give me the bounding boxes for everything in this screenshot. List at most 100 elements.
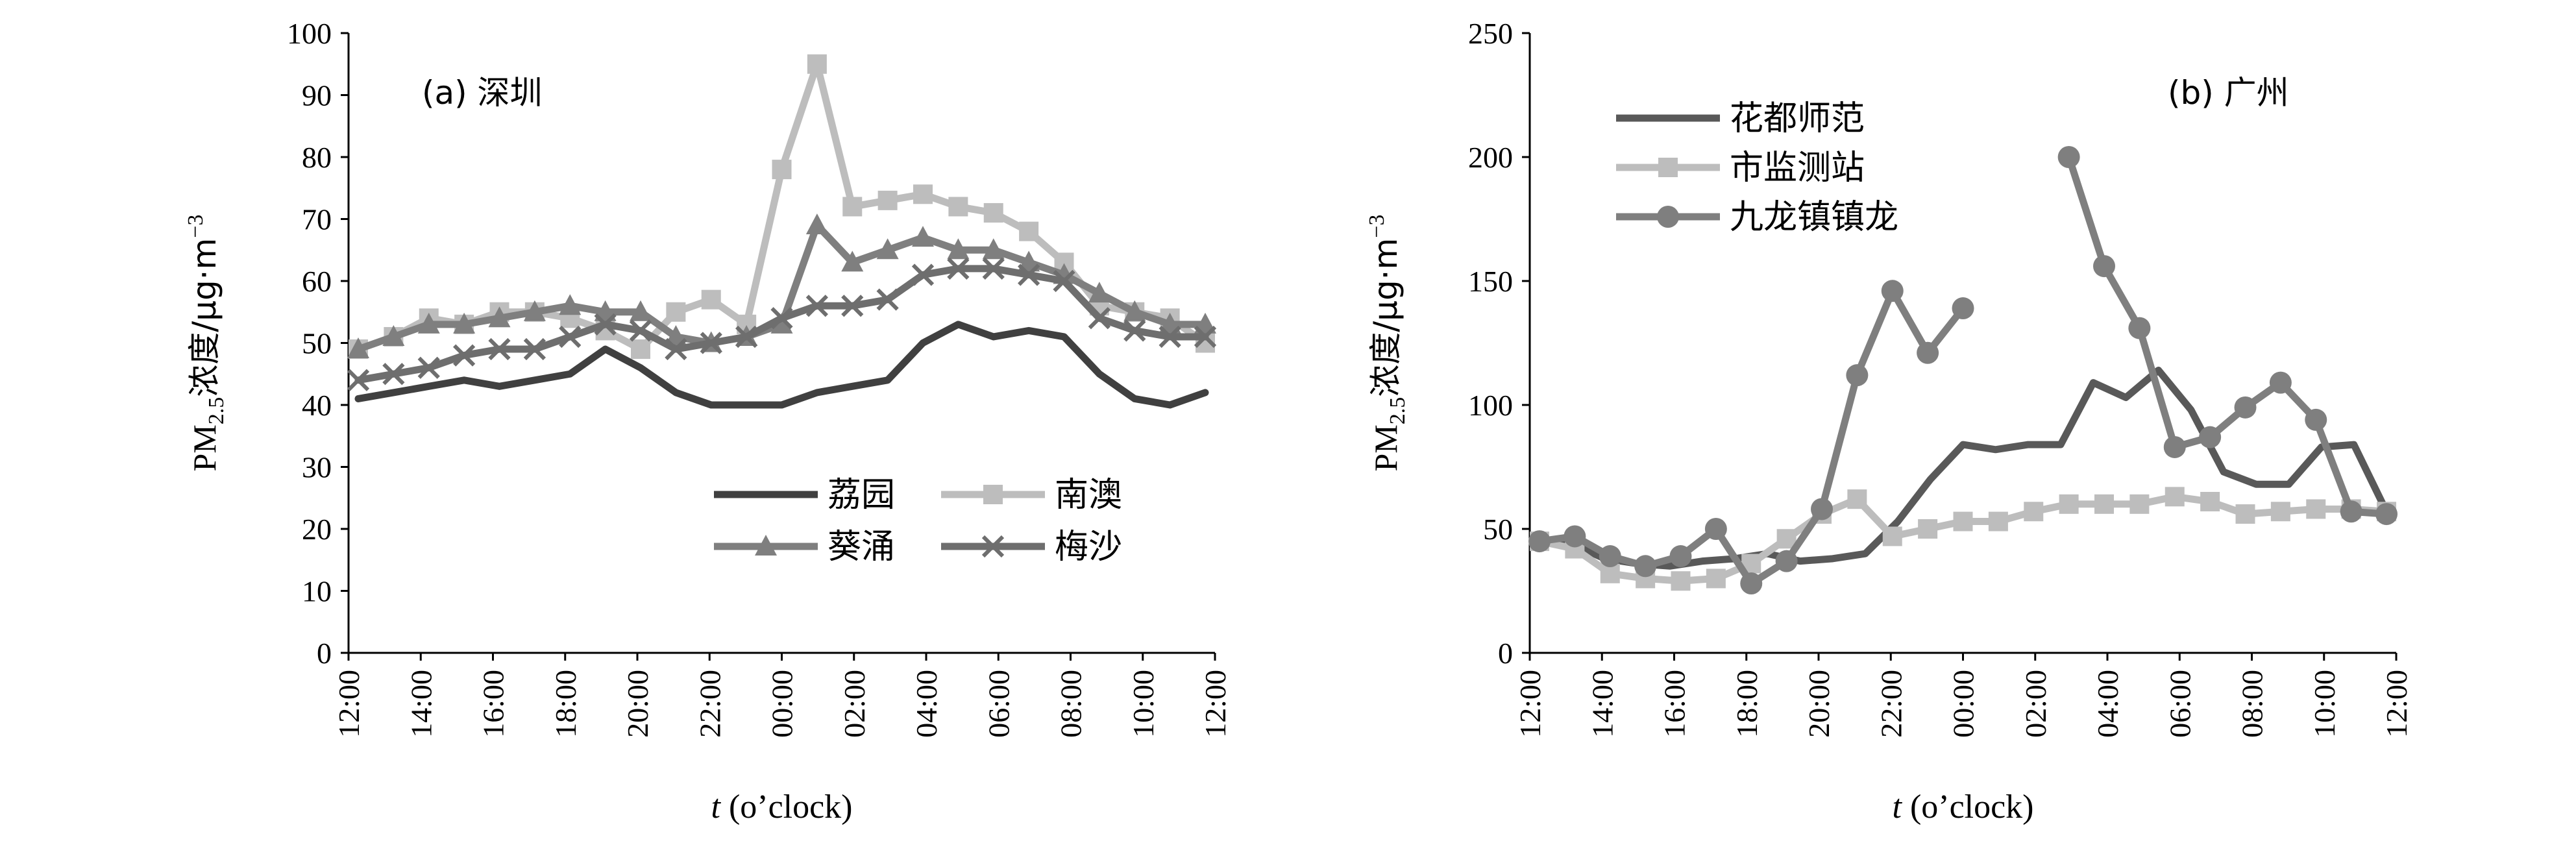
x-tick-label: 14:00 bbox=[404, 670, 437, 738]
data-point-1-22 bbox=[2306, 499, 2326, 519]
data-point-2-14 bbox=[841, 250, 864, 272]
legend-marker-2 bbox=[1657, 206, 1679, 228]
data-point-3-6 bbox=[559, 325, 582, 348]
data-point-1-11 bbox=[1918, 519, 1938, 539]
y-tick-label: 10 bbox=[302, 575, 332, 608]
data-point-2-7 bbox=[1775, 550, 1798, 572]
x-tick-label: 10:00 bbox=[2308, 670, 2341, 738]
data-point-3-9 bbox=[665, 337, 687, 361]
y-tick-label: 0 bbox=[1498, 637, 1513, 670]
data-point-2-24 bbox=[1194, 312, 1216, 334]
x-tick-label: 10:00 bbox=[1127, 670, 1160, 738]
data-point-2-11 bbox=[1917, 341, 1939, 364]
x-tick-label: 14:00 bbox=[1586, 670, 1619, 738]
data-point-3-19 bbox=[1018, 263, 1040, 286]
data-point-1-9 bbox=[666, 302, 686, 322]
data-point-1-13 bbox=[1988, 511, 2008, 531]
data-point-1-14 bbox=[842, 197, 863, 217]
data-point-1-17 bbox=[948, 197, 968, 217]
data-point-2-7 bbox=[594, 300, 617, 321]
chart-title: (a) 深圳 bbox=[422, 74, 543, 112]
y-tick-label: 50 bbox=[302, 327, 332, 360]
data-point-2-16 bbox=[912, 226, 934, 247]
data-point-1-10 bbox=[701, 289, 721, 310]
x-tick-label: 22:00 bbox=[1874, 670, 1907, 738]
data-point-2-15 bbox=[876, 238, 899, 260]
x-tick-label: 16:00 bbox=[1658, 670, 1691, 738]
data-point-3-15 bbox=[876, 288, 899, 311]
data-point-3-16 bbox=[911, 263, 935, 286]
x-tick-label: 22:00 bbox=[693, 670, 726, 738]
data-point-3-14 bbox=[841, 295, 864, 317]
data-point-2-18 bbox=[2163, 435, 2186, 458]
data-point-1-19 bbox=[2200, 491, 2220, 511]
data-point-1-10 bbox=[1882, 526, 1902, 546]
data-point-3-4 bbox=[488, 337, 511, 361]
data-point-3-0 bbox=[347, 369, 370, 391]
x-tick-label: 04:00 bbox=[2091, 670, 2124, 738]
data-point-2-4 bbox=[1669, 545, 1692, 568]
data-point-2-18 bbox=[982, 238, 1005, 260]
data-point-1-16 bbox=[913, 184, 933, 204]
legend-label-3: 梅沙 bbox=[1055, 528, 1122, 567]
data-point-2-19 bbox=[1018, 250, 1040, 272]
x-tick-label: 12:00 bbox=[1514, 670, 1547, 738]
data-point-2-5 bbox=[523, 300, 546, 321]
data-point-2-20 bbox=[2234, 396, 2257, 419]
data-point-2-3 bbox=[1634, 555, 1657, 578]
data-point-3-10 bbox=[700, 332, 722, 354]
x-tick-label: 00:00 bbox=[1947, 670, 1980, 738]
y-tick-label: 150 bbox=[1468, 265, 1513, 298]
y-tick-label: 100 bbox=[287, 17, 332, 50]
data-point-1-16 bbox=[2094, 494, 2114, 514]
data-point-2-16 bbox=[2093, 255, 2115, 278]
data-point-2-0 bbox=[347, 337, 369, 359]
x-tick-label: 04:00 bbox=[910, 670, 943, 738]
data-point-2-6 bbox=[559, 294, 582, 315]
data-point-2-5 bbox=[1704, 518, 1727, 540]
data-point-1-5 bbox=[1706, 568, 1726, 589]
x-tick-label: 18:00 bbox=[1730, 670, 1763, 738]
x-tick-label: 20:00 bbox=[621, 670, 654, 738]
data-point-2-17 bbox=[947, 238, 970, 260]
chart-panel-shenzhen: 0 10 20 30 40 50 60 70 80 90 100 12:00 14:00 16:00 18:… bbox=[184, 17, 1232, 825]
legend-marker-3 bbox=[981, 535, 1005, 558]
data-point-1-4 bbox=[1671, 571, 1691, 591]
y-axis-label-unit: 浓度/μg·m bbox=[1367, 238, 1405, 397]
data-point-3-5 bbox=[523, 337, 546, 361]
y-tick-label: 90 bbox=[302, 79, 332, 112]
data-point-3-13 bbox=[805, 295, 829, 317]
data-point-3-22 bbox=[1123, 319, 1146, 342]
x-axis-label: t (o’clock) bbox=[1892, 788, 2033, 825]
data-point-3-1 bbox=[382, 363, 405, 385]
x-tick-label: 12:00 bbox=[1199, 670, 1232, 738]
y-tick-label: 40 bbox=[302, 389, 332, 422]
y-tick-label: 50 bbox=[1483, 513, 1513, 546]
data-point-2-21 bbox=[2269, 371, 2292, 394]
data-point-1-12 bbox=[1953, 511, 1973, 531]
data-point-1-18 bbox=[983, 202, 1003, 223]
y-axis-label-superscript: −3 bbox=[184, 215, 208, 238]
data-point-3-11 bbox=[735, 325, 758, 348]
y-tick-label: 70 bbox=[302, 203, 332, 236]
legend-label-1: 市监测站 bbox=[1730, 149, 1865, 188]
data-point-2-17 bbox=[2128, 317, 2151, 339]
x-tick-label: 12:00 bbox=[332, 670, 365, 738]
x-axis-label-unit: (o’clock) bbox=[720, 788, 853, 825]
data-point-2-12 bbox=[1952, 297, 1974, 320]
data-point-1-9 bbox=[1847, 489, 1867, 509]
x-tick-label: 02:00 bbox=[838, 670, 871, 738]
data-point-2-24 bbox=[2375, 503, 2398, 526]
y-tick-label: 60 bbox=[302, 265, 332, 298]
data-point-3-12 bbox=[770, 307, 793, 330]
y-tick-label: 250 bbox=[1468, 17, 1513, 50]
data-point-1-14 bbox=[2024, 502, 2044, 522]
data-point-2-10 bbox=[1881, 280, 1904, 302]
y-tick-label: 0 bbox=[317, 637, 332, 670]
data-point-2-2 bbox=[1599, 545, 1621, 568]
y-tick-label: 20 bbox=[302, 513, 332, 546]
legend-marker-1 bbox=[1658, 158, 1678, 177]
y-axis-label-pm: PM bbox=[186, 424, 223, 471]
